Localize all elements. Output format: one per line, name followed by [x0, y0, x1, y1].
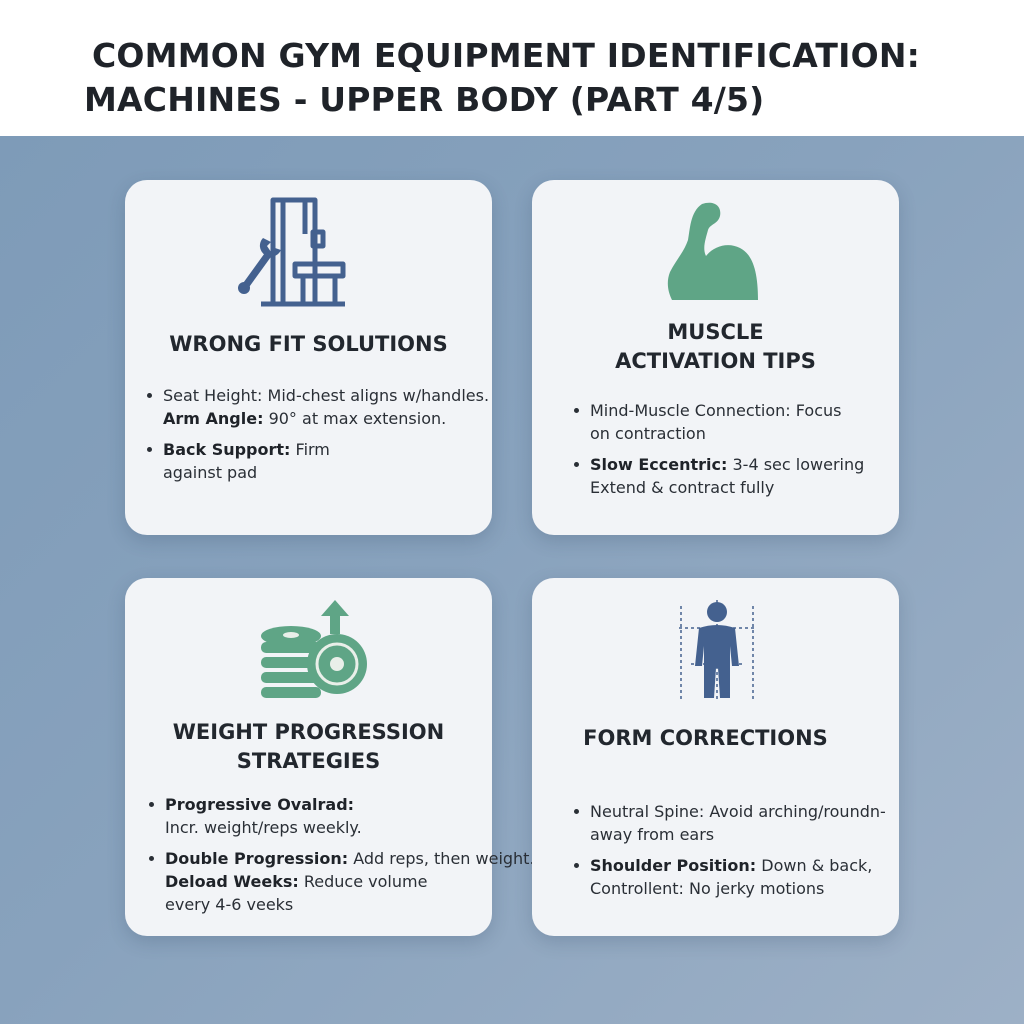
list-item: Mind-Muscle Connection: Focus on contract… [572, 399, 864, 445]
item-text-continued: on contraction [590, 424, 706, 443]
item-text: Add reps, then weight. [348, 849, 535, 868]
card-title: WRONG FIT SOLUTIONS [169, 332, 448, 356]
item-label: Deload Weeks: [165, 872, 299, 891]
card-form-corrections: FORM CORRECTIONS Neutral Spine: Avoid ar… [532, 578, 899, 936]
page-title-line-1: COMMON GYM EQUIPMENT IDENTIFICATION: [92, 36, 921, 75]
item-text-continued: Incr. weight/reps weekly. [165, 818, 362, 837]
card-title-line-1: MUSCLE [667, 320, 764, 344]
list-item: Slow Eccentric: 3-4 sec lowering Extend &… [572, 453, 864, 499]
list-item: Back Support: Firm against pad [145, 438, 489, 484]
item-label: Back Support: [163, 440, 291, 459]
item-text-continued: every 4-6 veeks [165, 895, 294, 914]
item-text: Down & back, [756, 856, 873, 875]
body-alignment-icon [679, 600, 755, 700]
page-title-line-2: MACHINES - UPPER BODY (PART 4/5) [84, 80, 765, 119]
card-title-line-2: ACTIVATION TIPS [615, 349, 816, 373]
card-weight-progression-strategies: WEIGHT PROGRESSION STRATEGIES Progressiv… [125, 578, 535, 936]
item-text-continued: Extend & contract fully [590, 478, 775, 497]
bullet-list: Mind-Muscle Connection: Focus on contract… [572, 399, 864, 507]
bullet-list: Progressive Ovalrad: Incr. weight/reps we… [147, 793, 535, 924]
item-label: Progressive Ovalrad: [165, 795, 355, 814]
card-title: MUSCLE ACTIVATION TIPS [532, 318, 899, 376]
machine-wrench-icon [238, 197, 346, 307]
item-text-continued: away from ears [590, 825, 715, 844]
weight-plates-up-arrow-icon [261, 600, 367, 698]
item-text: Neutral Spine: Avoid arching/roundn- [590, 802, 886, 821]
item-text-continued: Controllent: No jerky motions [590, 879, 825, 898]
item-text: 90° at max extension. [263, 409, 447, 428]
list-item: Arm Angle: 90° at max extension. [145, 407, 489, 430]
item-text: Reduce volume [298, 872, 428, 891]
item-label: Slow Eccentric: [590, 455, 728, 474]
list-item: Shoulder Position: Down & back, Controlle… [572, 854, 886, 900]
item-text: Seat Height: Mid-chest aligns w/handles. [163, 386, 490, 405]
list-item: Double Progression: Add reps, then weigh… [147, 847, 535, 870]
item-text: Firm [290, 440, 330, 459]
bullet-list: Neutral Spine: Avoid arching/roundn-away… [572, 800, 886, 908]
list-item: Neutral Spine: Avoid arching/roundn-away… [572, 800, 886, 846]
item-text-continued: against pad [163, 463, 258, 482]
card-title-line-2: STRATEGIES [236, 749, 381, 773]
flexed-bicep-icon [667, 202, 758, 300]
list-item: Progressive Ovalrad: Incr. weight/reps we… [147, 793, 535, 839]
list-item: Seat Height: Mid-chest aligns w/handles. [145, 384, 489, 407]
card-title-line-1: WEIGHT PROGRESSION [172, 720, 445, 744]
card-muscle-activation-tips: MUSCLE ACTIVATION TIPS Mind-Muscle Conne… [532, 180, 899, 535]
page-title: COMMON GYM EQUIPMENT IDENTIFICATION: MAC… [84, 34, 984, 122]
card-title: FORM CORRECTIONS [583, 726, 828, 750]
card-title: WEIGHT PROGRESSION STRATEGIES [125, 718, 492, 776]
item-text: 3-4 sec lowering [727, 455, 865, 474]
item-label: Arm Angle: [163, 409, 264, 428]
card-wrong-fit-solutions: WRONG FIT SOLUTIONS Seat Height: Mid-che… [125, 180, 492, 535]
list-item: Deload Weeks: Reduce volume every 4-6 vee… [147, 870, 535, 916]
bullet-list: Seat Height: Mid-chest aligns w/handles.… [145, 384, 489, 492]
item-text: Mind-Muscle Connection: Focus [590, 401, 842, 420]
header: COMMON GYM EQUIPMENT IDENTIFICATION: MAC… [0, 0, 1024, 136]
item-label: Shoulder Position: [590, 856, 757, 875]
item-label: Double Progression: [165, 849, 349, 868]
